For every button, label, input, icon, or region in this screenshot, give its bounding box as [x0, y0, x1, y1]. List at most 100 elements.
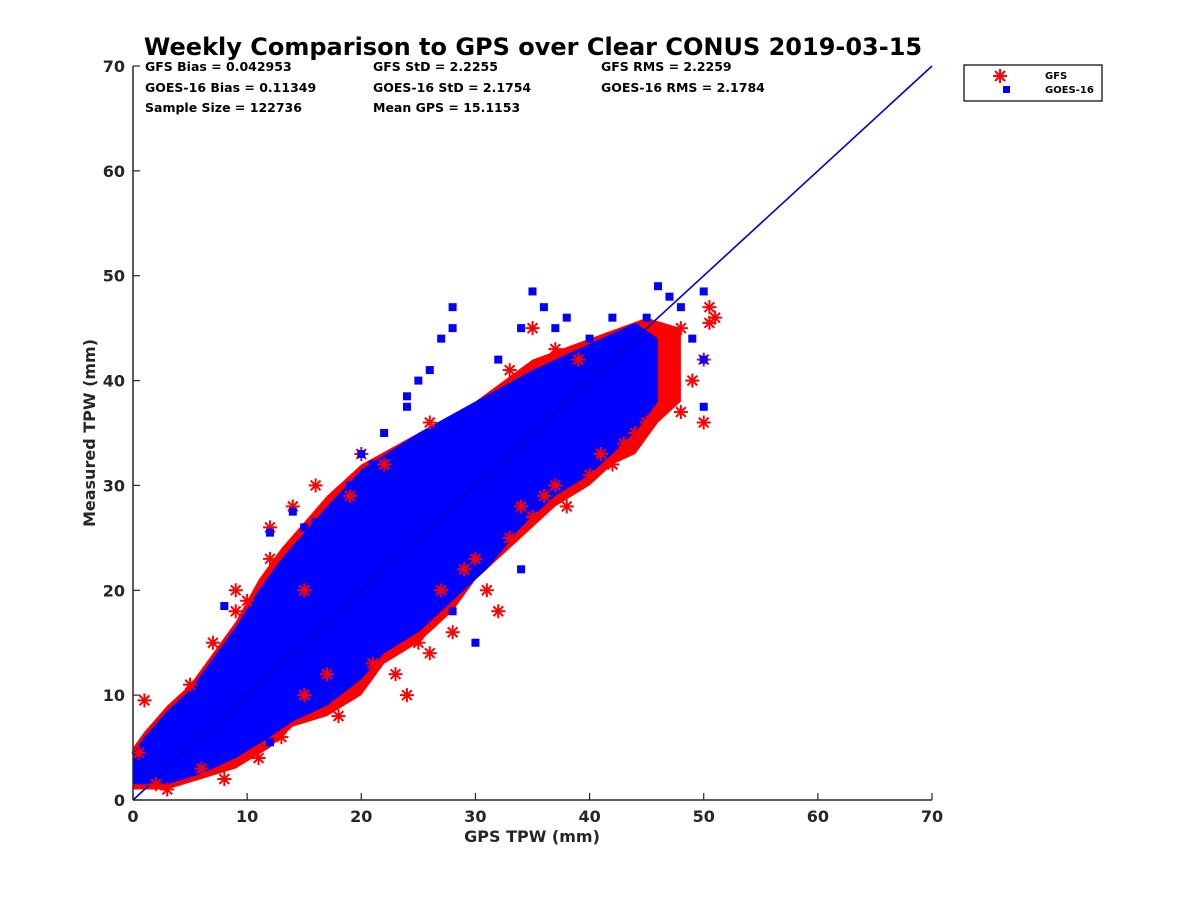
goes16-point [688, 334, 697, 343]
goes16-point [311, 518, 320, 527]
goes16-point [437, 334, 446, 343]
goes16-point [471, 638, 480, 647]
goes16-point [631, 324, 640, 333]
gfs-point [559, 499, 574, 514]
gfs-point [445, 625, 460, 640]
goes16-point [300, 523, 309, 532]
stats-block: GFS Bias = 0.042953 GFS StD = 2.2255 GFS… [145, 59, 765, 115]
goes16-point [448, 324, 457, 333]
gfs-point [616, 436, 631, 451]
x-tick-label: 10 [236, 807, 258, 826]
goes16-point [402, 392, 411, 401]
y-tick-label: 30 [103, 476, 125, 495]
gfs-point [673, 405, 688, 420]
goes16-point [676, 303, 685, 312]
goes16-point [220, 602, 229, 611]
chart-title: Weekly Comparison to GPS over Clear CONU… [144, 33, 922, 61]
gfs-point [240, 593, 255, 608]
stat-gfs-std: GFS StD = 2.2255 [373, 59, 498, 74]
goes16-point [562, 313, 571, 322]
gfs-point [525, 321, 540, 336]
gfs-point [434, 583, 449, 598]
y-tick-label: 40 [103, 372, 125, 391]
x-tick-label: 50 [693, 807, 715, 826]
legend-goes16-square-icon [1003, 86, 1010, 93]
gfs-point [662, 394, 677, 409]
goes16-point [654, 282, 663, 291]
goes16-point [528, 287, 537, 296]
x-tick-label: 70 [921, 807, 943, 826]
gfs-point [422, 646, 437, 661]
gfs-point [388, 667, 403, 682]
x-tick-label: 40 [578, 807, 600, 826]
stat-mean-gps: Mean GPS = 15.1153 [373, 100, 520, 115]
goes16-point [517, 324, 526, 333]
gfs-point [422, 415, 437, 430]
stat-gfs-bias: GFS Bias = 0.042953 [145, 59, 292, 74]
stat-sample-size: Sample Size = 122736 [145, 100, 302, 115]
x-tick-label: 60 [807, 807, 829, 826]
gfs-point [491, 604, 506, 619]
gfs-point [320, 667, 335, 682]
gfs-point [194, 761, 209, 776]
gfs-point [228, 583, 243, 598]
y-axis-label: Measured TPW (mm) [80, 339, 99, 527]
y-tick-label: 70 [103, 57, 125, 76]
gfs-point [536, 488, 551, 503]
goes16-point [585, 334, 594, 343]
gfs-point [685, 373, 700, 388]
gfs-point [639, 415, 654, 430]
gfs-point [593, 446, 608, 461]
gfs-point [514, 499, 529, 514]
goes16-point [539, 303, 548, 312]
gfs-point [571, 352, 586, 367]
legend-gfs-asterisk-icon [993, 69, 1007, 83]
goes16-point [425, 366, 434, 375]
goes16-point [243, 712, 252, 721]
density-layer [133, 317, 681, 790]
goes16-point [345, 481, 354, 490]
stat-gfs-rms: GFS RMS = 2.2259 [601, 59, 732, 74]
goes16-point [665, 292, 674, 301]
goes16-point [642, 313, 651, 322]
gfs-point [605, 457, 620, 472]
goes16-point [402, 402, 411, 411]
y-tick-label: 0 [114, 791, 125, 810]
legend-box [963, 64, 1103, 102]
gfs-point [131, 745, 146, 760]
gfs-point [502, 363, 517, 378]
y-ticks: 0 10 20 30 40 50 60 70 [103, 57, 140, 810]
gfs-point [548, 342, 563, 357]
gfs-point [274, 730, 289, 745]
gfs-series [131, 300, 723, 797]
goes16-point [265, 528, 274, 537]
gfs-point [673, 321, 688, 336]
gfs-point [651, 405, 666, 420]
goes16-point [265, 738, 274, 747]
y-tick-label: 20 [103, 581, 125, 600]
gfs-point [297, 583, 312, 598]
goes16-point [380, 429, 389, 437]
gfs-point [160, 782, 175, 797]
goes16-point [448, 303, 457, 312]
goes16-point [357, 449, 366, 458]
stat-goes16-bias: GOES-16 Bias = 0.11349 [145, 80, 316, 95]
gfs-point [457, 562, 472, 577]
goes16-point [402, 586, 411, 595]
gfs-point [628, 426, 643, 440]
gfs-point [262, 551, 277, 566]
gfs-point [297, 688, 312, 703]
goes16-point [494, 355, 503, 364]
gfs-point [308, 478, 323, 493]
gfs-point [148, 777, 163, 792]
gfs-point [502, 530, 517, 545]
x-tick-label: 30 [464, 807, 486, 826]
gfs-point [582, 467, 597, 482]
goes16-point [608, 313, 617, 322]
goes16-series [220, 282, 708, 747]
gfs-point [548, 478, 563, 493]
x-axis-label: GPS TPW (mm) [464, 827, 600, 846]
gfs-point [205, 635, 220, 650]
gfs-point [377, 457, 392, 472]
